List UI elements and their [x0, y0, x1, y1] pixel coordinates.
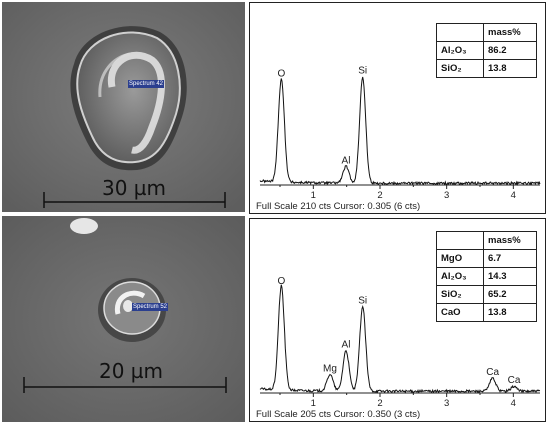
table-row: Al₂O₃ 14.3: [436, 267, 537, 286]
mass-percent: 13.8: [483, 303, 537, 322]
table-header: mass%: [483, 231, 537, 250]
mass-percent: 65.2: [483, 285, 537, 304]
table-row: SiO₂ 65.2: [436, 285, 537, 304]
x-tick-label: 3: [444, 398, 449, 409]
oxide-formula: MgO: [436, 249, 484, 268]
x-tick-label: 4: [511, 190, 516, 201]
x-tick-label: 4: [511, 398, 516, 409]
sem-image-top: Spectrum 42 30 µm: [2, 2, 245, 212]
table-row: CaO 13.8: [436, 303, 537, 322]
sem-image-bottom: Spectrum 52 20 µm: [2, 216, 245, 422]
table-row: SiO₂ 13.8: [436, 59, 537, 78]
full-scale-readout: Full Scale 205 cts Cursor: 0.350 (3 cts): [256, 409, 421, 420]
composition-table-top: mass% Al₂O₃ 86.2 SiO₂ 13.8: [436, 23, 537, 78]
oxide-formula: SiO₂: [436, 59, 484, 78]
sem-micrograph-top: [2, 2, 245, 212]
scale-bar-label: 30 µm: [102, 176, 167, 200]
spectrum-trace: [259, 284, 541, 394]
table-row: Al₂O₃ 86.2: [436, 41, 537, 60]
peak-label-mg: Mg: [323, 363, 337, 374]
spectrum-marker-label: Spectrum 42: [128, 80, 165, 88]
spectrum-trace: [259, 76, 541, 187]
peak-label-al: Al: [342, 155, 351, 166]
peak-label-al: Al: [342, 340, 351, 351]
peak-label-si: Si: [358, 295, 367, 306]
x-tick-label: 3: [444, 190, 449, 201]
table-header: mass%: [483, 23, 537, 42]
oxide-formula: Al₂O₃: [436, 41, 484, 60]
oxide-formula: CaO: [436, 303, 484, 322]
oxide-formula: Al₂O₃: [436, 267, 484, 286]
eds-spectrum-top: 1 2 3 4 O Al Si mass% Al₂O₃ 86.2 SiO₂ 13.8 Ful…: [249, 2, 546, 214]
x-tick-label: 1: [311, 190, 316, 201]
mass-percent: 86.2: [483, 41, 537, 60]
table-header-row: mass%: [436, 23, 537, 42]
sem-micrograph-bottom: [2, 216, 245, 422]
composition-table-bottom: mass% MgO 6.7 Al₂O₃ 14.3 SiO₂ 65.2 CaO 1…: [436, 231, 537, 322]
full-scale-readout: Full Scale 210 cts Cursor: 0.305 (6 cts): [256, 201, 421, 212]
mass-percent: 6.7: [483, 249, 537, 268]
eds-chart-bottom: 1 2 3 4 O Mg Al Si Ca Ca: [259, 276, 541, 409]
x-tick-label: 2: [377, 398, 382, 409]
spectrum-marker-label: Spectrum 52: [132, 303, 169, 311]
peak-label-si: Si: [358, 66, 367, 77]
eds-chart-top: 1 2 3 4 O Al Si: [259, 66, 541, 201]
oxide-formula: SiO₂: [436, 285, 484, 304]
peak-label-o: O: [277, 276, 285, 287]
mass-percent: 14.3: [483, 267, 537, 286]
scale-bar-label: 20 µm: [99, 359, 164, 383]
peak-label-o: O: [277, 69, 285, 80]
eds-spectrum-bottom: 1 2 3 4 O Mg Al Si Ca Ca mass% MgO 6.7 Al₂O₃ 14.3…: [249, 218, 546, 422]
table-header-row: mass%: [436, 231, 537, 250]
mass-percent: 13.8: [483, 59, 537, 78]
particle-highlight: [114, 290, 146, 315]
x-tick-label: 1: [311, 398, 316, 409]
debris-fragment: [70, 218, 98, 234]
particle-ridge: [98, 52, 131, 98]
x-tick-label: 2: [377, 190, 382, 201]
peak-label-ca: Ca: [486, 367, 499, 378]
particle-bright-spot: [123, 300, 133, 312]
table-row: MgO 6.7: [436, 249, 537, 268]
peak-label-ca: Ca: [508, 375, 521, 386]
